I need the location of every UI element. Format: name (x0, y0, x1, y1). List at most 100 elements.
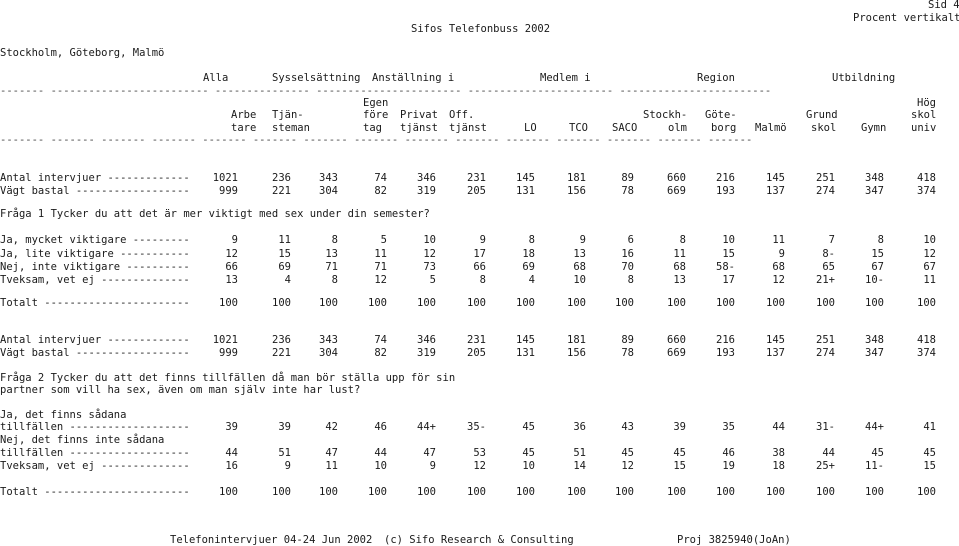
table-cell: 9 (479, 234, 486, 246)
table-cell: 15 (673, 460, 686, 472)
table-cell: 343 (319, 334, 338, 346)
table-cell: 11- (865, 460, 884, 472)
row-label: Ja, mycket viktigare --------- (0, 234, 190, 246)
table-cell: 100 (865, 486, 884, 498)
table-cell: 221 (272, 347, 291, 359)
group-utbildning: Utbildning (832, 72, 896, 84)
table-cell: 10 (923, 234, 936, 246)
row-label-prefix: Ja, det finns sådana (0, 409, 127, 421)
table-cell: 16 (621, 248, 634, 260)
table-cell: 100 (716, 486, 735, 498)
table-cell: 274 (816, 185, 835, 197)
table-cell: 660 (667, 172, 686, 184)
col-header-fore: före (363, 109, 389, 121)
table-cell: 12 (621, 460, 634, 472)
table-cell: 348 (865, 334, 884, 346)
table-cell: 13 (673, 274, 686, 286)
table-cell: 51 (573, 447, 586, 459)
table-cell: 16 (225, 460, 238, 472)
table-cell: 45 (522, 447, 535, 459)
table-cell: 193 (716, 347, 735, 359)
table-cell: 5 (380, 234, 387, 246)
table-cell: 8 (331, 274, 338, 286)
table-cell: 100 (516, 297, 535, 309)
col-header-gymn: Gymn (861, 122, 887, 134)
table-cell: 343 (319, 172, 338, 184)
col-header-tco: TCO (569, 122, 588, 134)
table-cell: 100 (567, 297, 586, 309)
row-label: Tveksam, vet ej -------------- (0, 460, 190, 472)
table-cell: 44 (822, 447, 835, 459)
table-cell: 12 (473, 460, 486, 472)
table-cell: 9 (579, 234, 586, 246)
footer-dates: Telefonintervjuer 04-24 Jun 2002 (170, 534, 373, 546)
table-cell: 304 (319, 185, 338, 197)
table-cell: 42 (325, 421, 338, 433)
table-cell: 12 (772, 274, 785, 286)
table-cell: 71 (374, 261, 387, 273)
table-cell: 10 (374, 460, 387, 472)
table-cell: 74 (374, 172, 387, 184)
table-cell: 131 (516, 185, 535, 197)
row-label: Antal intervjuer ------------- (0, 172, 190, 184)
table-cell: 45 (923, 447, 936, 459)
table-cell: 35- (467, 421, 486, 433)
table-cell: 73 (423, 261, 436, 273)
table-cell: 100 (368, 297, 387, 309)
table-cell: 100 (516, 486, 535, 498)
col-header-skol: skol (911, 109, 937, 121)
col-header-olm: olm (668, 122, 687, 134)
table-cell: 71 (325, 261, 338, 273)
table-cell: 15 (722, 248, 735, 260)
table-cell: 346 (417, 334, 436, 346)
table-cell: 45 (871, 447, 884, 459)
table-cell: 66 (225, 261, 238, 273)
header-underline: ------- ------- ------- ------- ------- … (0, 134, 753, 146)
col-header-tare: tare (231, 122, 257, 134)
col-header-egen: Egen (363, 97, 389, 109)
table-cell: 251 (816, 334, 835, 346)
table-cell: 36 (573, 421, 586, 433)
table-cell: 51 (278, 447, 291, 459)
row-label: Ja, lite viktigare ----------- (0, 248, 190, 260)
table-cell: 68 (673, 261, 686, 273)
col-header-tjanst1: tjänst (400, 122, 438, 134)
table-cell: 100 (716, 297, 735, 309)
table-cell: 100 (615, 486, 634, 498)
region-label: Stockholm, Göteborg, Malmö (0, 47, 165, 59)
table-cell: 137 (766, 185, 785, 197)
table-cell: 11 (374, 248, 387, 260)
table-cell: 8 (479, 274, 486, 286)
table-cell: 58- (716, 261, 735, 273)
table-cell: 216 (716, 172, 735, 184)
table-cell: 100 (272, 486, 291, 498)
table-cell: 156 (567, 347, 586, 359)
col-header-arbe: Arbe (231, 109, 257, 121)
group-medlem: Medlem i (540, 72, 591, 84)
table-cell: 100 (219, 486, 238, 498)
row-label: Tveksam, vet ej -------------- (0, 274, 190, 286)
table-cell: 44 (374, 447, 387, 459)
table-cell: 12 (423, 248, 436, 260)
table-cell: 43 (621, 421, 634, 433)
table-cell: 68 (772, 261, 785, 273)
table-cell: 100 (272, 297, 291, 309)
table-cell: 44 (772, 421, 785, 433)
table-cell: 11 (278, 234, 291, 246)
table-cell: 39 (673, 421, 686, 433)
table-cell: 67 (923, 261, 936, 273)
table-cell: 11 (772, 234, 785, 246)
table-cell: 100 (766, 486, 785, 498)
table-cell: 78 (621, 347, 634, 359)
table-cell: 131 (516, 347, 535, 359)
table-cell: 19 (722, 460, 735, 472)
table-cell: 4 (528, 274, 535, 286)
table-cell: 100 (319, 486, 338, 498)
group-anstallning: Anställning i (372, 72, 455, 84)
table-cell: 6 (627, 234, 634, 246)
question-2-line2: partner som vill ha sex, även om man sjä… (0, 384, 361, 396)
col-header-tjanst2: tjänst (449, 122, 487, 134)
table-cell: 145 (516, 172, 535, 184)
table-cell: 11 (325, 460, 338, 472)
